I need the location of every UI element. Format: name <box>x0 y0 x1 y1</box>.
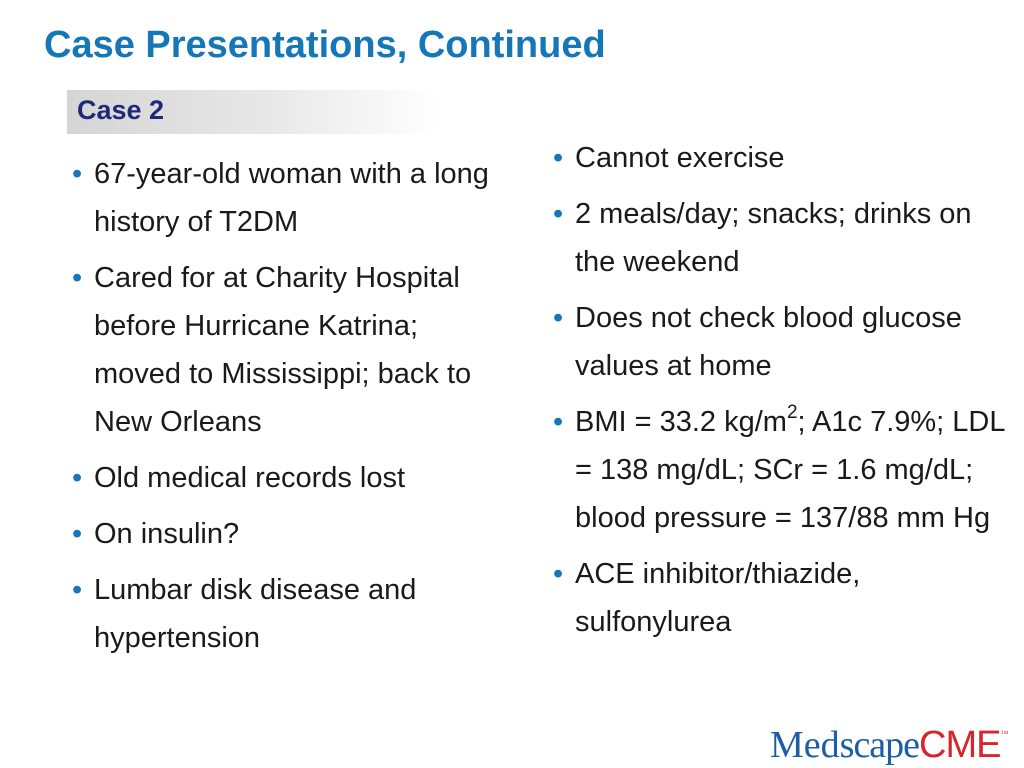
medscape-cme-logo: MedscapeCME™ <box>770 723 1009 766</box>
bullet-item: • ACE inhibitor/thiazide, sulfonylurea <box>553 550 1018 646</box>
bullet-dot-icon: • <box>553 142 564 174</box>
bullet-item: • 2 meals/day; snacks; drinks on the week… <box>553 190 1018 286</box>
bullet-dot-icon: • <box>553 406 564 438</box>
bullet-dot-icon: • <box>72 262 83 294</box>
right-bullet-list: • Cannot exercise • 2 meals/day; snacks; d… <box>553 134 1018 654</box>
bullet-dot-icon: • <box>553 558 564 590</box>
superscript-2: 2 <box>786 402 798 424</box>
bullet-item: • Old medical records lost <box>72 454 512 502</box>
bullet-item: • 67-year-old woman with a long history o… <box>72 150 512 246</box>
logo-tm: ™ <box>1000 729 1009 738</box>
slide-title: Case Presentations, Continued <box>44 24 606 66</box>
bmi-text: BMI = 33.2 kg/m <box>575 406 787 438</box>
bullet-item: • Cared for at Charity Hospital before Hu… <box>72 254 512 446</box>
bullet-item: • Does not check blood glucose values at … <box>553 294 1018 390</box>
bullet-item: • BMI = 33.2 kg/m2; A1c 7.9%; LDL = 138 m… <box>553 398 1018 542</box>
bullet-dot-icon: • <box>553 198 564 230</box>
case-label-bar: Case 2 <box>67 90 439 134</box>
logo-scape: scape <box>839 724 920 766</box>
bullet-dot-icon: • <box>72 574 83 606</box>
lab-values-text: ; A1c 7.9%; LDL = 138 mg/dL; SCr = 1.6 m… <box>575 406 1005 534</box>
bullet-dot-icon: • <box>72 158 83 190</box>
bullet-dot-icon: • <box>72 462 83 494</box>
bullet-item: • On insulin? <box>72 510 512 558</box>
bullet-dot-icon: • <box>72 518 83 550</box>
logo-med: Med <box>770 724 840 766</box>
bullet-dot-icon: • <box>553 302 564 334</box>
left-bullet-list: • 67-year-old woman with a long history o… <box>72 150 512 670</box>
case-label: Case 2 <box>77 95 165 125</box>
bullet-item: • Lumbar disk disease and hypertension <box>72 566 512 662</box>
bullet-item: • Cannot exercise <box>553 134 1018 182</box>
logo-cme: CME <box>919 724 1001 766</box>
